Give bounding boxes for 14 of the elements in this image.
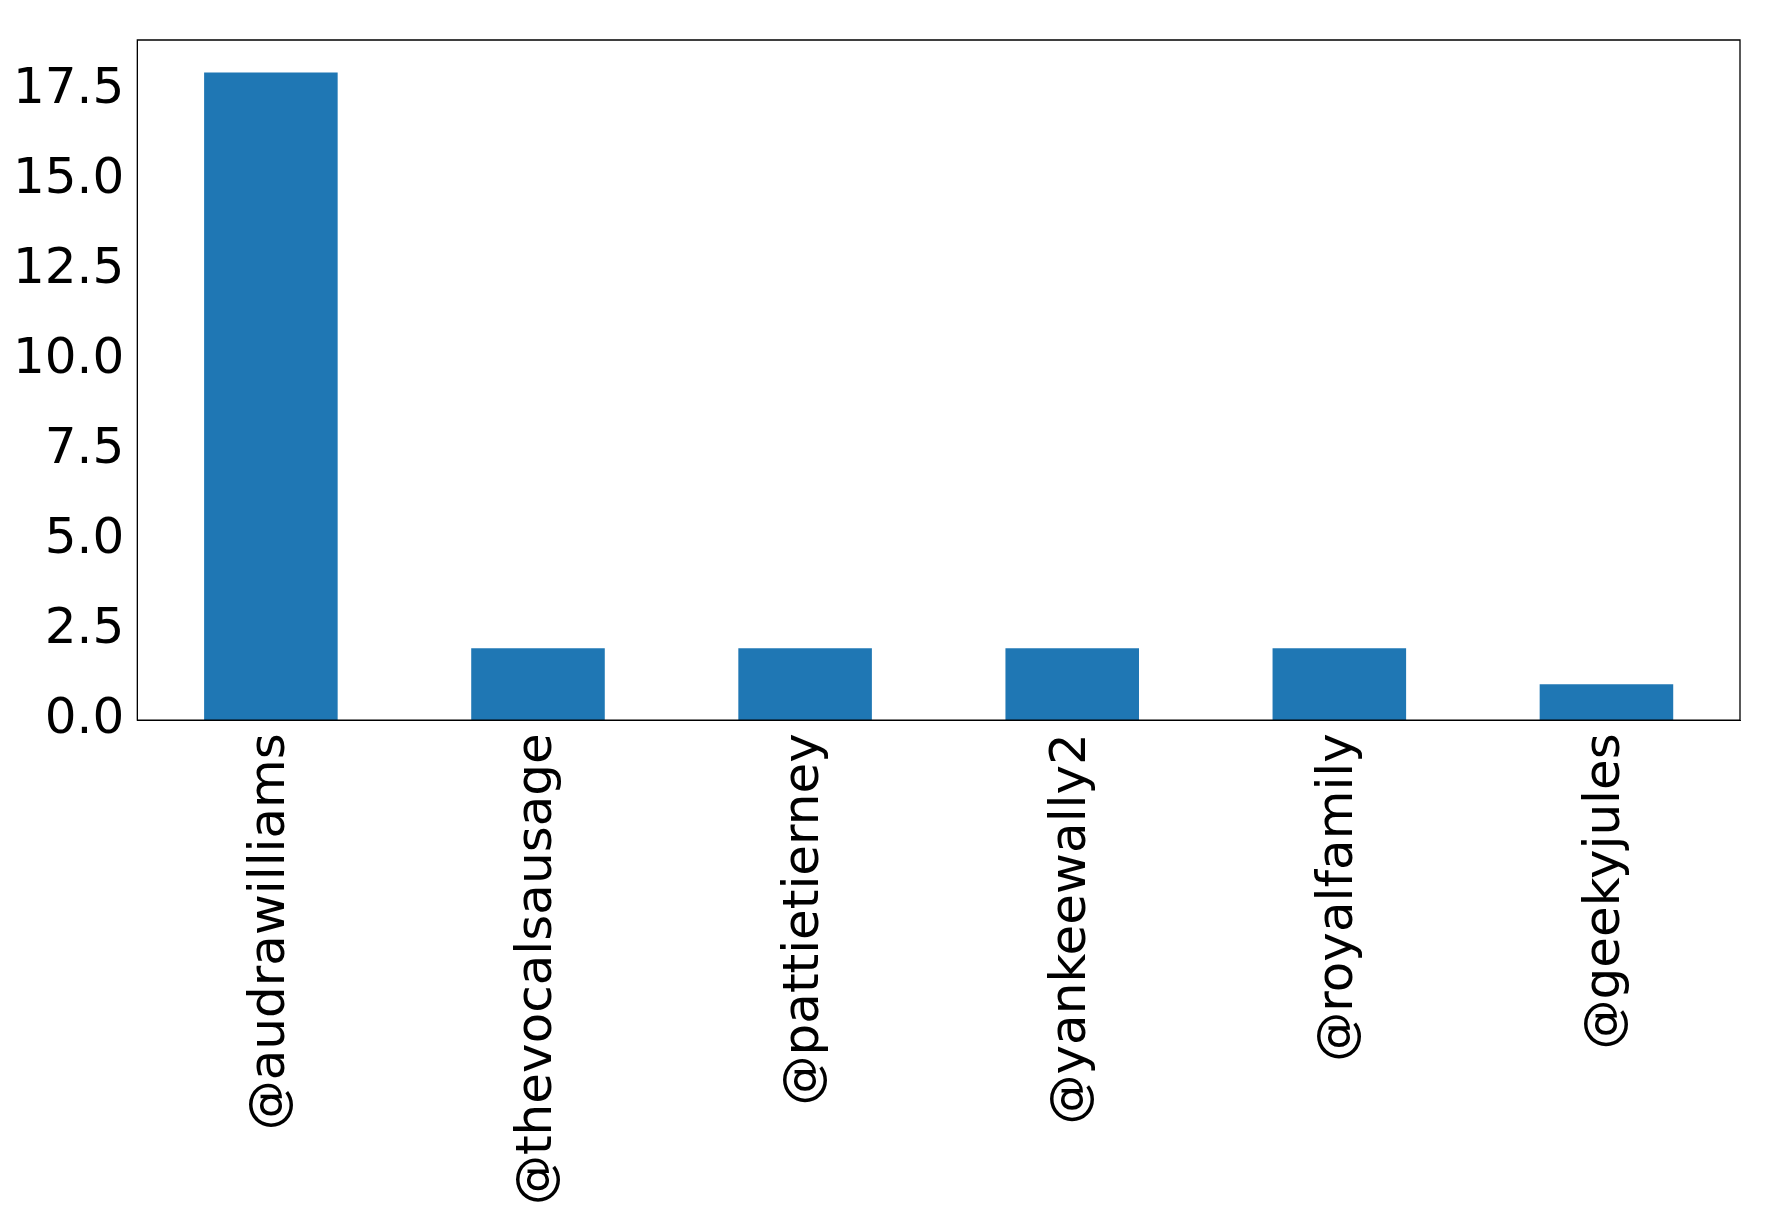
x-tick-label: @audrawilliams bbox=[237, 733, 296, 1131]
y-tick-label: 10.0 bbox=[13, 327, 125, 386]
y-tick-label: 15.0 bbox=[13, 147, 125, 206]
x-tick-label: @royalfamily bbox=[1306, 733, 1365, 1062]
y-tick-label: 7.5 bbox=[44, 417, 125, 476]
x-tick-label: @pattietierney bbox=[772, 733, 831, 1106]
y-tick-label: 0.0 bbox=[44, 687, 125, 746]
x-tick-label: @geekyjules bbox=[1573, 733, 1632, 1050]
x-tick-label: @thevocalsausage bbox=[504, 733, 563, 1205]
y-tick-label: 17.5 bbox=[13, 57, 125, 116]
y-tick-label: 5.0 bbox=[44, 507, 125, 566]
y-tick-label: 12.5 bbox=[13, 237, 125, 296]
x-tick-label: @yankeewally2 bbox=[1039, 733, 1098, 1125]
y-tick-label: 2.5 bbox=[44, 597, 125, 656]
